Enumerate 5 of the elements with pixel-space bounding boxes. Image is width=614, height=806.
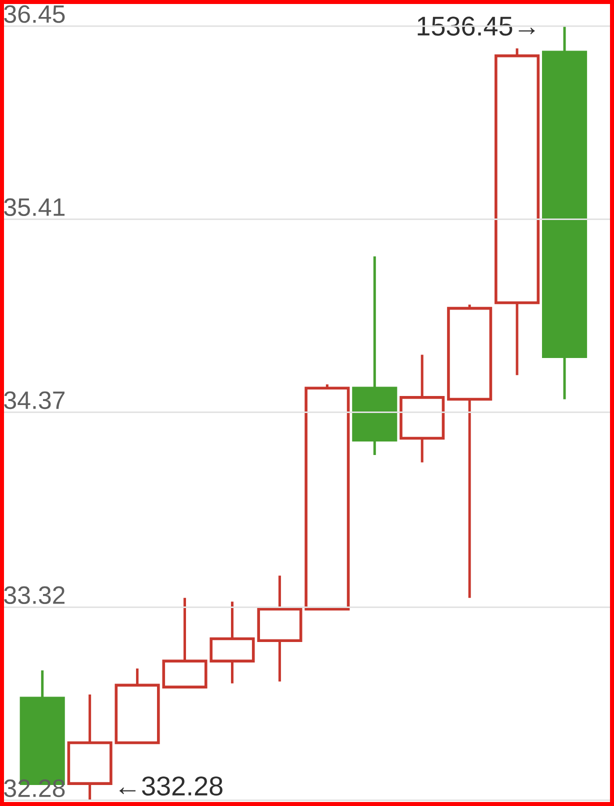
y-tick-label: 33.32 <box>4 586 64 604</box>
annotation: ←332.28 <box>120 776 222 796</box>
y-tick-label: 34.37 <box>4 391 64 410</box>
y-tick-label: 36.45 <box>4 5 65 23</box>
y-tick-label: 35.41 <box>4 198 65 216</box>
